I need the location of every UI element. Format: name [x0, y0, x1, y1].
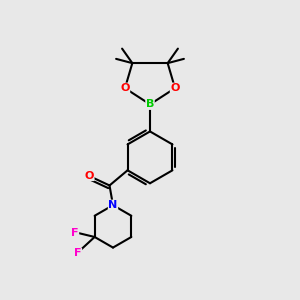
Text: O: O — [120, 83, 130, 93]
Text: O: O — [85, 170, 94, 181]
Text: O: O — [170, 83, 180, 93]
Text: F: F — [74, 248, 82, 259]
Text: N: N — [108, 200, 118, 210]
Text: B: B — [146, 99, 154, 110]
Text: F: F — [71, 228, 79, 238]
